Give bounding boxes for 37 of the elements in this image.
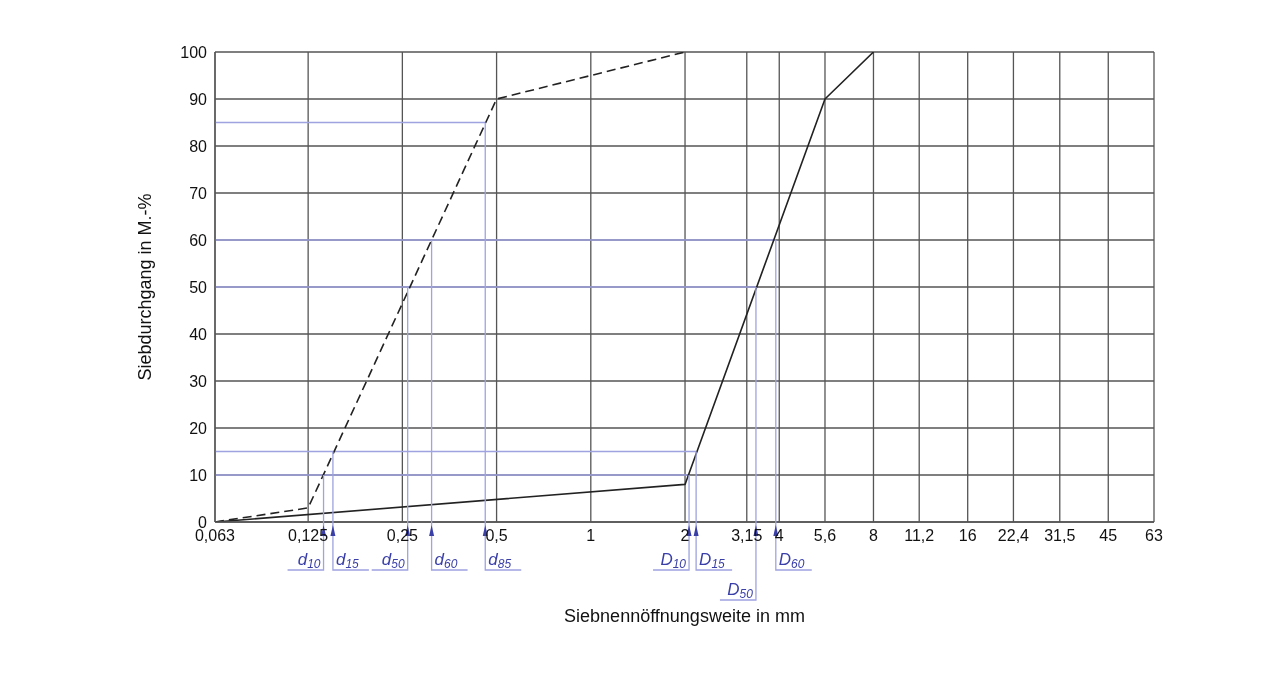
x-tick-label: 2 [680, 527, 690, 545]
x-tick-label: 0,5 [485, 527, 508, 545]
x-tick-label: 1 [586, 527, 596, 545]
x-tick-label: 0,063 [194, 527, 236, 545]
y-tick-label: 70 [189, 184, 208, 202]
x-tick-label: 16 [958, 527, 977, 545]
annotation: D$_{10}$ [660, 550, 687, 571]
y-tick-label: 10 [189, 466, 208, 484]
annotation: D$_{60}$ [778, 550, 805, 571]
x-tick-label: 4 [774, 527, 784, 545]
x-tick-label: 0,25 [386, 527, 419, 545]
annotation: D$_{50}$ [727, 580, 754, 601]
x-tick-label: 3,15 [731, 527, 763, 545]
x-tick-label: 31,5 [1044, 527, 1076, 545]
y-axis-title: Siebdurchgang in M.-% [135, 193, 156, 381]
y-tick-label: 20 [189, 419, 208, 437]
x-tick-label: 11,2 [904, 527, 935, 545]
annotation: d$_{15}$ [335, 550, 360, 571]
y-tick-label: 90 [189, 90, 208, 108]
annotation: D$_{15}$ [699, 550, 726, 571]
x-tick-label: 63 [1145, 527, 1163, 545]
y-tick-label: 40 [189, 325, 208, 343]
annotation: d$_{85}$ [488, 550, 512, 571]
y-tick-label: 100 [180, 43, 208, 61]
x-tick-label: 45 [1099, 527, 1118, 545]
x-tick-label: 5,6 [813, 527, 837, 545]
annotation: d$_{50}$ [381, 550, 406, 571]
y-tick-label: 50 [189, 278, 208, 296]
y-tick-label: 30 [189, 372, 208, 390]
x-tick-label: 8 [869, 527, 879, 545]
y-tick-label: 80 [189, 137, 208, 155]
y-tick-label: 60 [189, 231, 208, 249]
x-tick-label: 22,4 [997, 527, 1030, 545]
annotation: d$_{10}$ [297, 550, 321, 571]
x-axis-title: Siebnennöffnungsweite in mm [563, 606, 806, 627]
x-tick-label: 0,125 [288, 527, 329, 545]
annotation: d$_{60}$ [434, 550, 458, 571]
